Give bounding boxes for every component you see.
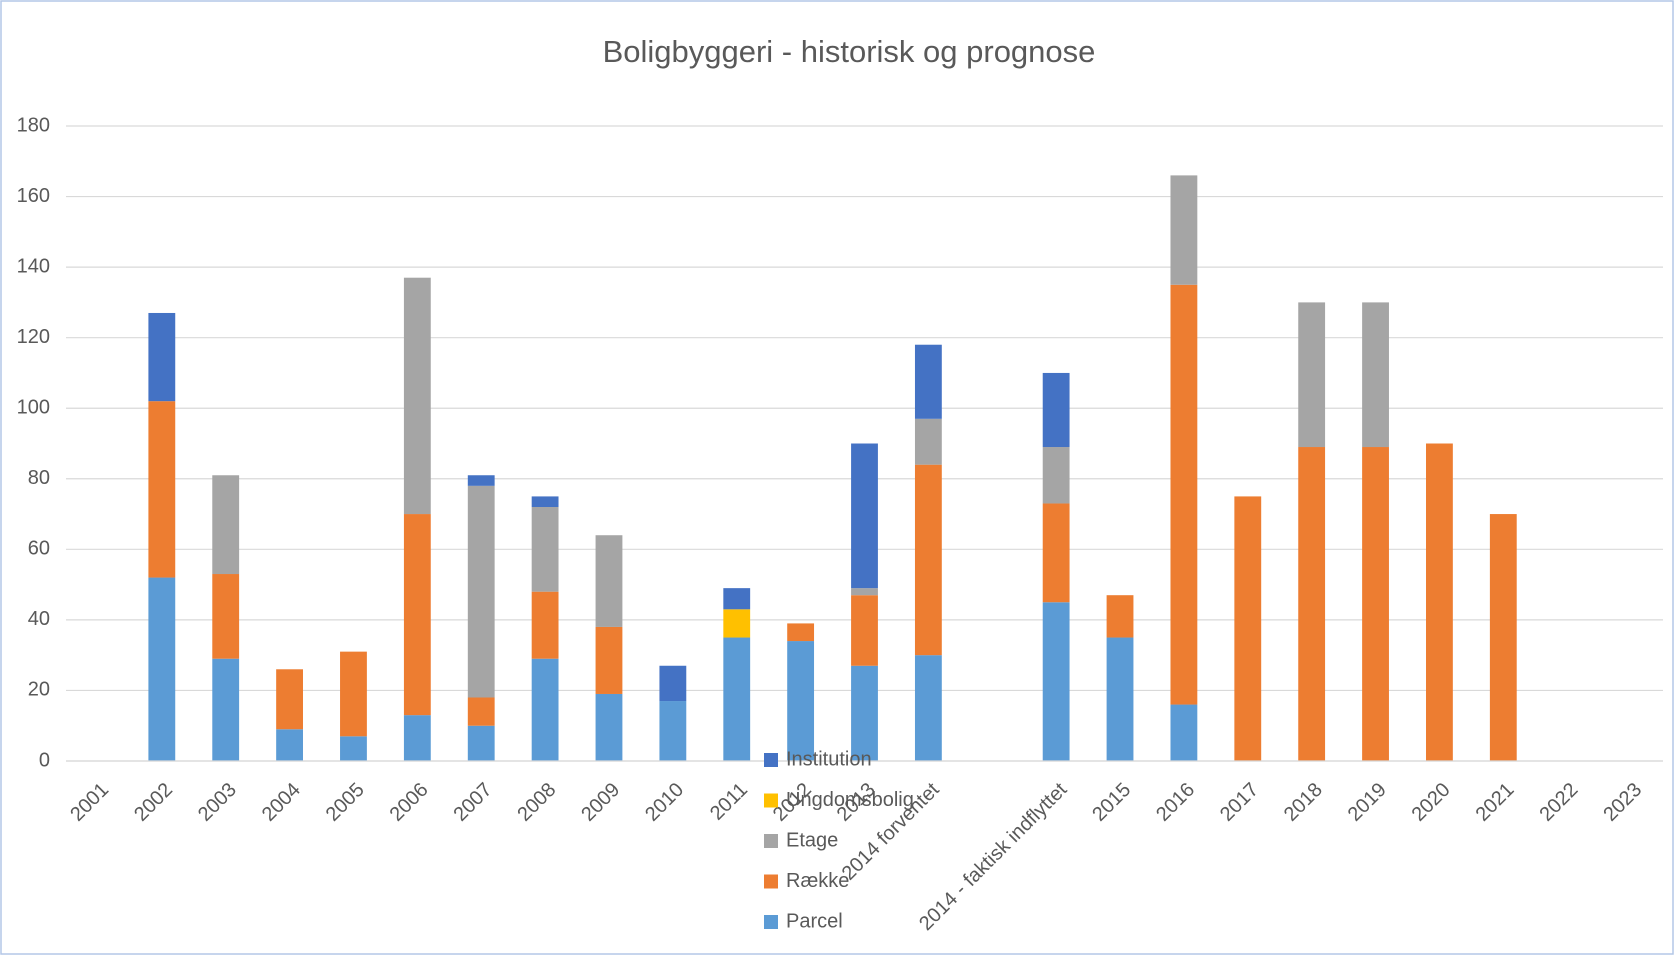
bar-segment (914, 418, 942, 465)
bar-segment (148, 401, 176, 578)
bar-segment (787, 641, 815, 761)
legend-swatch (764, 793, 778, 808)
bar-segment (340, 651, 367, 737)
bar-segment (851, 443, 878, 589)
bar-segment (531, 591, 559, 659)
bar-segment (1362, 447, 1389, 761)
bar-segment (787, 623, 815, 642)
bar-segment (1042, 602, 1070, 761)
legend-label: Række (786, 870, 849, 892)
y-tick-label: 180 (17, 114, 50, 136)
bar-segment (1170, 175, 1198, 285)
legend-swatch (764, 874, 778, 889)
bar-segment (148, 577, 176, 761)
bar-segment (212, 658, 240, 761)
y-tick-label: 100 (17, 397, 50, 419)
bar-segment (276, 669, 303, 730)
bar-segment (1298, 447, 1326, 761)
bar-segment (212, 475, 240, 575)
bar-segment (851, 588, 878, 596)
legend-label: Parcel (786, 910, 843, 932)
y-tick-label: 20 (28, 679, 50, 701)
bar-segment (531, 507, 559, 592)
bar-segment (276, 729, 303, 761)
bar-segment (1426, 443, 1453, 761)
bar-segment (723, 637, 751, 761)
y-tick-label: 120 (17, 326, 50, 348)
bar-segment (914, 464, 942, 656)
bar-segment (914, 655, 942, 761)
legend-label: Institution (786, 748, 872, 770)
bar-segment (1042, 447, 1070, 504)
bar-segment (531, 496, 559, 507)
legend-swatch (764, 753, 778, 767)
bar-segment (851, 665, 878, 761)
bar-segment (1489, 514, 1517, 761)
bar-segment (595, 535, 623, 627)
bar-segment (595, 693, 623, 761)
y-tick-label: 160 (17, 185, 50, 207)
bar-segment (148, 312, 176, 402)
bar-segment (403, 514, 431, 716)
bar-segment (1042, 372, 1070, 448)
bar-segment (403, 277, 431, 515)
bar-segment (659, 701, 687, 761)
y-tick-label: 0 (39, 749, 50, 771)
legend-label: Etage (786, 829, 838, 851)
bar-segment (1042, 503, 1070, 603)
legend-swatch (764, 834, 778, 848)
bar-segment (467, 475, 495, 486)
bar-segment (723, 609, 751, 638)
bar-segment (595, 626, 623, 694)
y-tick-label: 80 (28, 467, 50, 489)
legend-label: Ungdomsbolig (786, 789, 914, 811)
chart-title: Boligbyggeri - historisk og prognose (603, 34, 1096, 69)
bar-segment (1106, 595, 1134, 638)
bar-segment (467, 725, 495, 761)
bar-segment (1170, 284, 1198, 705)
bar-segment (1106, 637, 1134, 761)
bar-segment (851, 595, 878, 666)
bar-segment (723, 588, 751, 610)
bar-segment (212, 574, 240, 659)
bar-segment (467, 697, 495, 726)
bar-segment (340, 736, 367, 761)
bar-segment (531, 658, 559, 761)
bar-segment (659, 665, 687, 702)
bar-segment (467, 485, 495, 698)
y-tick-label: 40 (28, 608, 50, 630)
y-tick-label: 60 (28, 538, 50, 560)
bar-segment (1170, 704, 1198, 761)
y-tick-label: 140 (17, 255, 50, 277)
bar-segment (1362, 302, 1389, 448)
bar-segment (1298, 302, 1326, 448)
bar-segment (403, 715, 431, 761)
bar-segment (1234, 496, 1262, 761)
bar-segment (914, 344, 942, 419)
legend-swatch (764, 915, 778, 929)
